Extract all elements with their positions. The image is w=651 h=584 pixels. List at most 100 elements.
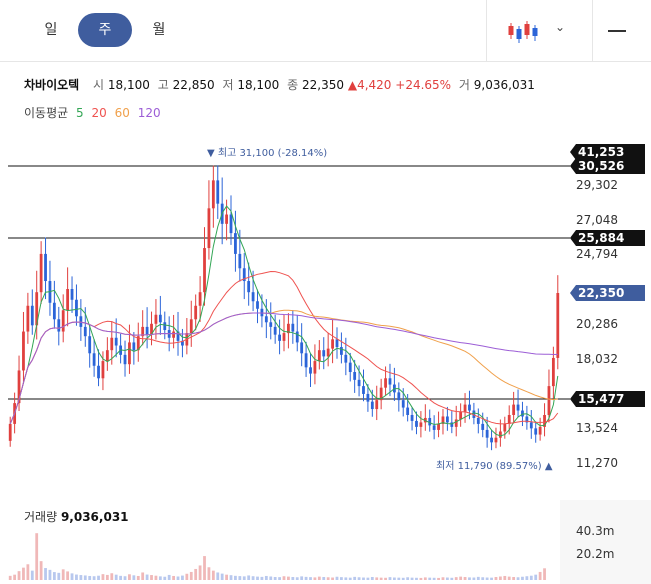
volume-bar [300,576,304,580]
volume-axis-area [560,500,651,584]
candle-body [353,372,357,380]
volume-bar [331,577,334,580]
volume-bar [498,576,502,580]
volume-bar [101,574,105,580]
volume-bar [198,565,202,580]
candle-body [39,253,43,293]
candle-body [247,281,251,293]
candle-body [379,387,383,401]
candle-body [35,292,39,326]
volume-bar [92,576,96,580]
volume-bar [538,571,542,580]
volume-bar [39,561,43,580]
candle-body [57,319,61,332]
volume-bar [348,577,352,580]
volume-bar [415,577,418,580]
candle-body [176,331,180,341]
volume-bar [393,577,396,580]
volume-bar [454,577,458,580]
candle-body [83,326,87,337]
candle-body [44,253,47,282]
candle-body [494,437,498,443]
toolbar-divider [486,0,487,62]
candle-body [88,336,92,354]
volume-bar [388,577,392,580]
candle-body [238,253,242,269]
candle-body [97,365,100,379]
candle-body [17,370,21,404]
candle-body [304,353,308,368]
candle-body [30,305,34,326]
volume-bar [8,575,12,580]
candle-body [128,342,131,365]
moving-average-line-20 [9,270,559,425]
volume-bar [154,575,158,580]
candle-body [512,404,516,415]
price-chart[interactable]: 29,302 27,048 24,794 20,286 18,032 13,524 11,2… [0,140,651,485]
menu-button[interactable] [600,14,640,48]
candle-body [463,404,467,413]
low-value: 18,100 [237,78,280,92]
candle-body [163,322,167,330]
toolbar-divider [592,0,593,62]
volume-bar [423,577,427,580]
volume-bar [366,577,370,580]
volume-bar [428,577,432,580]
volume-panel-title: 거래량 [24,510,58,524]
volume-bar [61,569,65,580]
volume-bar [256,576,259,580]
price-level-tag: 41,253 [570,144,645,160]
volume-bar [88,575,92,580]
candle-body [498,431,502,438]
candle-body [101,361,105,379]
volume-tick-label: 20.2m [576,547,614,561]
candle-body [437,423,440,430]
candle-body [357,379,361,387]
candle-body [472,410,476,418]
candle-body [26,305,30,332]
volume-bar [516,577,520,580]
tab-weekly[interactable]: 주 [78,13,132,47]
volume-chart[interactable]: 40.3m 20.2m [0,500,651,584]
volume-bar [163,576,167,580]
candle-body [503,423,507,432]
volume-bar [340,577,343,580]
chart-type-button[interactable]: ⌄ [497,14,583,48]
volume-bar [35,533,39,580]
candle-body [516,404,520,411]
tab-monthly[interactable]: 월 [152,22,166,38]
candle-body [66,289,70,311]
volume-bar [17,571,21,580]
volume-bar [150,575,153,580]
volume-bar [357,577,361,580]
y-tick-label: 27,048 [576,213,618,227]
candle-body [362,386,365,394]
volume-bar [211,570,215,580]
volume-panel-label: 거래량 9,036,031 [24,508,129,525]
high-label: 고 [157,78,169,92]
volume-bar [57,572,61,580]
price-tag-bg [570,391,645,407]
candle-body [335,339,339,348]
hamburger-icon [608,30,626,32]
ma-5: 5 [76,106,84,120]
candle-body [375,400,379,410]
volume-bar [445,577,449,580]
candle-body [507,414,511,424]
moving-average-line-120 [9,312,558,425]
volume-bar [304,576,308,580]
tab-daily[interactable]: 일 [44,22,58,38]
candle-body [207,208,211,249]
candle-body [454,419,458,427]
volume-label: 거 [458,78,470,92]
volume-panel-value: 9,036,031 [60,510,129,524]
volume-bar [459,576,463,580]
volume-bar [278,577,281,580]
candle-body [75,299,78,317]
volume-bar [397,577,401,580]
volume-bar [185,573,189,580]
volume-tick-label: 40.3m [576,524,614,538]
candle-body [114,337,118,346]
price-level-tag: 25,884 [570,230,645,246]
volume-bar [353,576,357,580]
